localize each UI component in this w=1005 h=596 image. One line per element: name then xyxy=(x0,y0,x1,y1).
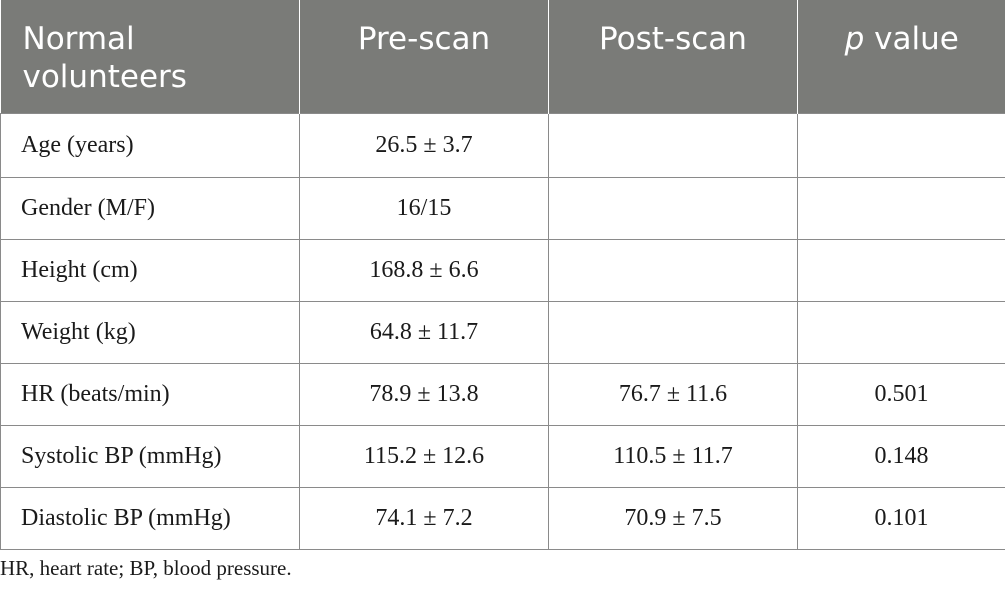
table-row: HR (beats/min) 78.9 ± 13.8 76.7 ± 11.6 0… xyxy=(0,362,1005,426)
table-header: Normal volunteers Pre-scan Post-scan p v… xyxy=(0,0,1005,113)
table-body: Age (years) 26.5 ± 3.7 Gender (M/F) 16/1… xyxy=(0,112,1005,550)
row-label: Diastolic BP (mmHg) xyxy=(0,486,300,550)
table-footnote: HR, heart rate; BP, blood pressure. xyxy=(0,556,292,580)
post-scan-value: 70.9 ± 7.5 xyxy=(548,486,798,550)
post-scan-value: 110.5 ± 11.7 xyxy=(548,424,798,488)
row-label: Height (cm) xyxy=(0,238,300,302)
post-scan-value xyxy=(548,176,798,240)
p-value: 0.501 xyxy=(797,362,1005,426)
pre-scan-value: 16/15 xyxy=(299,176,549,240)
row-label: Gender (M/F) xyxy=(0,176,300,240)
row-label: Age (years) xyxy=(0,112,300,178)
p-value xyxy=(797,300,1005,364)
table-row: Systolic BP (mmHg) 115.2 ± 12.6 110.5 ± … xyxy=(0,424,1005,488)
p-value xyxy=(797,176,1005,240)
pre-scan-value: 64.8 ± 11.7 xyxy=(299,300,549,364)
header-post-scan: Post-scan xyxy=(548,0,798,113)
post-scan-value xyxy=(548,300,798,364)
p-value: 0.148 xyxy=(797,424,1005,488)
table-row: Gender (M/F) 16/15 xyxy=(0,176,1005,240)
post-scan-value xyxy=(548,112,798,178)
volunteer-data-table: Normal volunteers Pre-scan Post-scan p v… xyxy=(0,0,1005,550)
pre-scan-value: 26.5 ± 3.7 xyxy=(299,112,549,178)
header-normal-volunteers: Normal volunteers xyxy=(0,0,300,113)
post-scan-value: 76.7 ± 11.6 xyxy=(548,362,798,426)
header-p-symbol: p xyxy=(844,21,865,57)
table-row: Weight (kg) 64.8 ± 11.7 xyxy=(0,300,1005,364)
header-pre-scan: Pre-scan xyxy=(299,0,549,113)
p-value xyxy=(797,112,1005,178)
pre-scan-value: 115.2 ± 12.6 xyxy=(299,424,549,488)
pre-scan-value: 74.1 ± 7.2 xyxy=(299,486,549,550)
pre-scan-value: 168.8 ± 6.6 xyxy=(299,238,549,302)
header-p-value-text: value xyxy=(864,21,959,57)
table-row: Age (years) 26.5 ± 3.7 xyxy=(0,112,1005,178)
header-p-value: p value xyxy=(797,0,1005,113)
pre-scan-value: 78.9 ± 13.8 xyxy=(299,362,549,426)
p-value xyxy=(797,238,1005,302)
post-scan-value xyxy=(548,238,798,302)
p-value: 0.101 xyxy=(797,486,1005,550)
row-label: HR (beats/min) xyxy=(0,362,300,426)
row-label: Weight (kg) xyxy=(0,300,300,364)
table-row: Diastolic BP (mmHg) 74.1 ± 7.2 70.9 ± 7.… xyxy=(0,486,1005,550)
table-row: Height (cm) 168.8 ± 6.6 xyxy=(0,238,1005,302)
header-row: Normal volunteers Pre-scan Post-scan p v… xyxy=(0,0,1005,113)
row-label: Systolic BP (mmHg) xyxy=(0,424,300,488)
